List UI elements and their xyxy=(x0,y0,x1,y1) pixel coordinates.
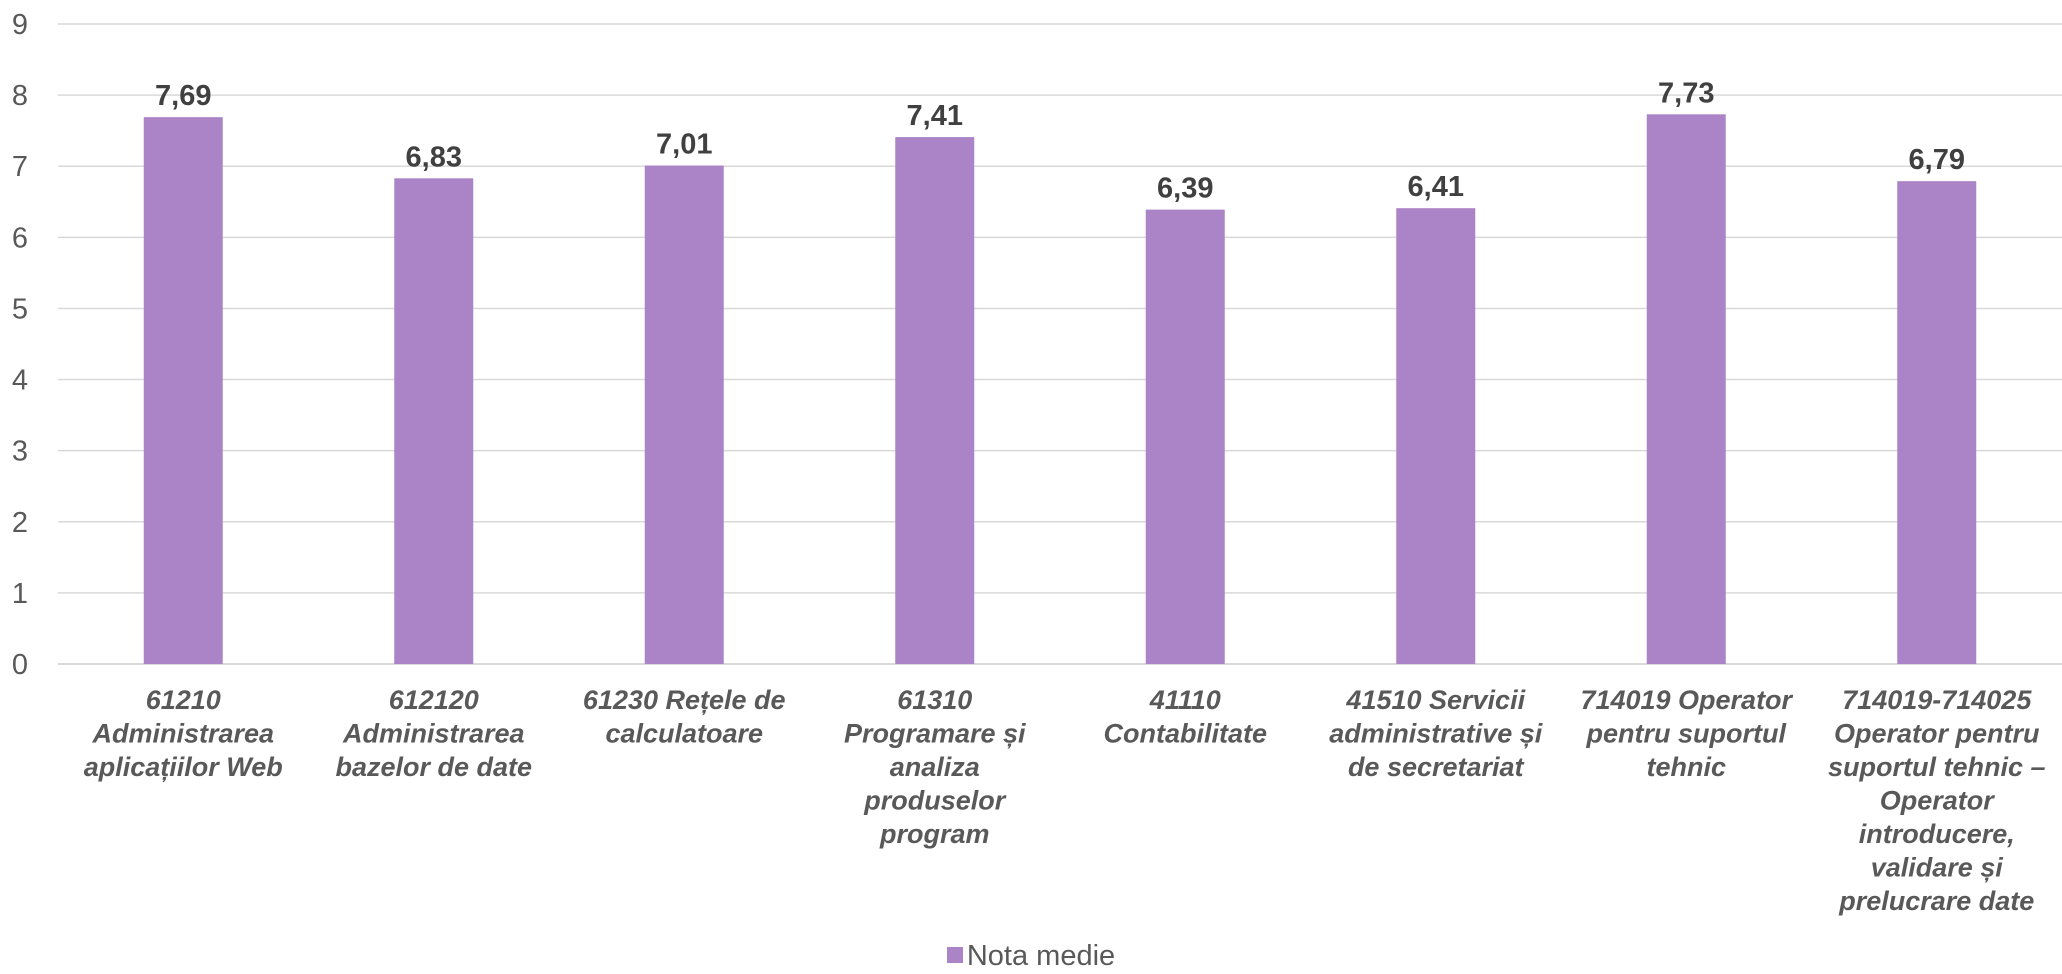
data-label: 6,39 xyxy=(1157,173,1213,205)
bar xyxy=(1897,181,1977,664)
y-tick-label: 2 xyxy=(12,507,28,539)
data-label: 7,69 xyxy=(155,80,211,112)
bar-chart: 0 1 2 3 4 5 6 7 8 9 7,69 6,83 7,01 7,41 6,39 6,41 7,73 6… xyxy=(12,9,2062,916)
y-tick-label: 5 xyxy=(12,293,28,325)
data-label: 6,41 xyxy=(1408,171,1464,203)
bar xyxy=(143,117,223,664)
x-tick-label: 612120 Administrarea bazelor de date xyxy=(335,685,532,782)
bar xyxy=(1646,114,1726,665)
y-tick-label: 9 xyxy=(12,9,28,41)
y-tick-label: 0 xyxy=(12,649,28,681)
legend: Nota medie xyxy=(0,940,2062,973)
y-tick-label: 1 xyxy=(12,578,28,610)
bars xyxy=(143,114,1977,665)
bar xyxy=(895,137,975,665)
x-tick-label: 714019 Operator pentru suportul tehnic xyxy=(1580,685,1793,782)
bar xyxy=(1145,209,1225,664)
gridlines xyxy=(58,23,2062,665)
x-axis-labels: 61210 Administrarea aplicațiilor Web 612120… xyxy=(84,685,2046,916)
data-label: 6,83 xyxy=(406,141,462,173)
bar xyxy=(1396,208,1476,664)
data-label: 7,41 xyxy=(907,100,963,132)
legend-label: Nota medie xyxy=(966,940,1116,972)
y-tick-label: 8 xyxy=(12,80,28,112)
data-label: 7,01 xyxy=(656,129,712,161)
x-tick-label: 61210 Administrarea aplicațiilor Web xyxy=(84,685,283,782)
x-tick-label: 41510 Servicii administrative și de secret… xyxy=(1329,685,1543,782)
legend-swatch xyxy=(946,947,963,964)
y-tick-label: 7 xyxy=(12,151,28,183)
bar xyxy=(394,178,474,665)
x-tick-label: 714019-714025 Operator pentru suportul teh… xyxy=(1828,685,2046,916)
y-tick-label: 6 xyxy=(12,222,28,254)
y-tick-label: 3 xyxy=(12,436,28,468)
data-label: 6,79 xyxy=(1909,144,1965,176)
x-tick-label: 41110 Contabilitate xyxy=(1103,685,1267,749)
y-tick-label: 4 xyxy=(12,365,28,397)
data-labels: 7,69 6,83 7,01 7,41 6,39 6,41 7,73 6,79 xyxy=(155,77,1965,204)
x-tick-label: 61310 Programare și analiza produselor progr… xyxy=(844,685,1026,849)
bar xyxy=(644,165,724,664)
x-tick-label: 61230 Rețele de calculatoare xyxy=(583,685,786,749)
data-label: 7,73 xyxy=(1658,77,1714,109)
y-axis-ticks: 0 1 2 3 4 5 6 7 8 9 xyxy=(12,9,28,681)
